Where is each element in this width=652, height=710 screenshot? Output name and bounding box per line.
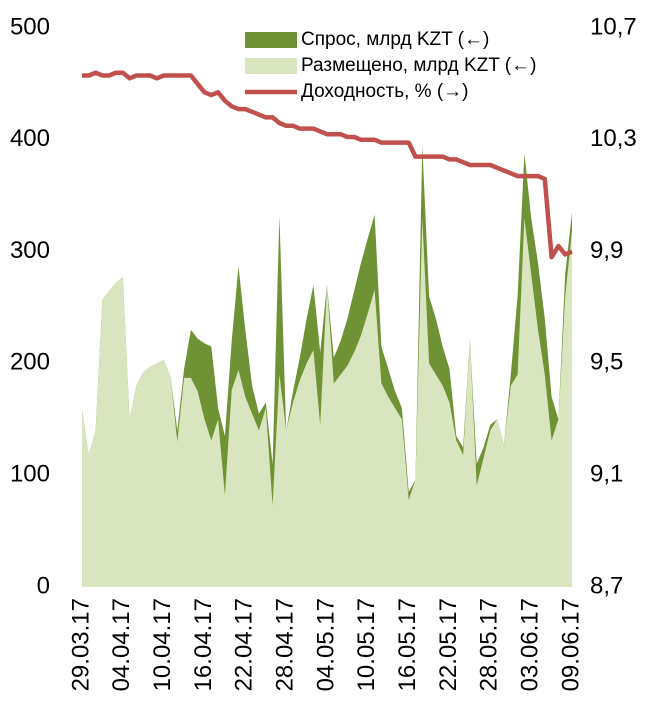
legend-swatch <box>245 32 297 48</box>
x-tick-label: 28.04.17 <box>272 598 299 691</box>
legend-swatch <box>245 58 297 74</box>
x-tick-label: 16.05.17 <box>394 598 421 691</box>
y2-tick-label: 9,5 <box>590 349 623 376</box>
y-tick-label: 300 <box>10 237 50 264</box>
y2-tick-label: 10,3 <box>590 125 637 152</box>
y2-tick-label: 8,7 <box>590 572 623 599</box>
y2-tick-label: 9,9 <box>590 237 623 264</box>
x-tick-label: 03.06.17 <box>517 598 544 691</box>
y-tick-label: 200 <box>10 349 50 376</box>
x-tick-label: 22.05.17 <box>435 598 462 691</box>
legend-label: Размещено, млрд KZT (←) <box>301 55 536 76</box>
x-tick-label: 09.06.17 <box>557 598 584 691</box>
line <box>82 70 573 260</box>
x-tick-label: 04.05.17 <box>312 598 339 691</box>
y-tick-label: 500 <box>10 13 50 40</box>
x-tick-label: 28.05.17 <box>476 598 503 691</box>
legend-label: Спрос, млрд KZT (←) <box>301 29 489 50</box>
x-tick-label: 22.04.17 <box>231 598 258 691</box>
y2-tick-label: 9,1 <box>590 461 623 488</box>
x-tick-label: 10.04.17 <box>149 598 176 691</box>
x-tick-label: 04.04.17 <box>108 598 135 691</box>
x-tick-label: 29.03.17 <box>67 598 94 691</box>
y2-tick-label: 10,7 <box>590 13 637 40</box>
y-tick-label: 0 <box>37 572 50 599</box>
area <box>82 218 572 587</box>
y-tick-label: 100 <box>10 461 50 488</box>
legend-label: Доходность, % (→) <box>301 81 469 102</box>
x-tick-label: 16.04.17 <box>190 598 217 691</box>
y-tick-label: 400 <box>10 125 50 152</box>
x-tick-label: 10.05.17 <box>353 598 380 691</box>
